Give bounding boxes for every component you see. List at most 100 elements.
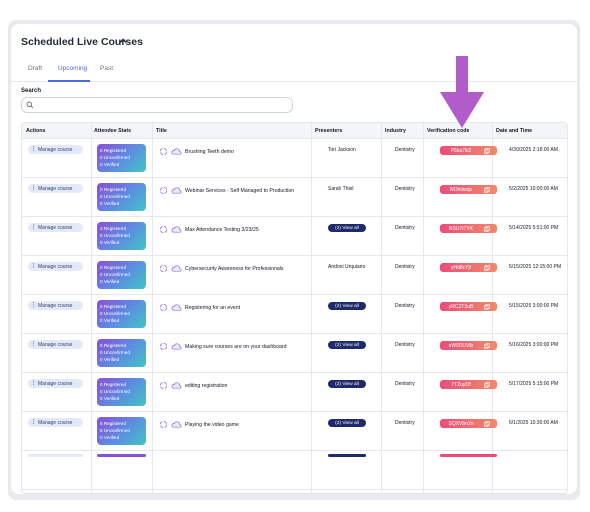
more-vertical-icon: ⋮ [31, 185, 36, 191]
verification-code-badge[interactable]: yRC2T2uB [440, 302, 497, 311]
registered-count: 0 Registered [100, 304, 127, 309]
course-title[interactable]: Making sure courses are on your dashboar… [185, 344, 287, 350]
chevron-up-icon[interactable] [118, 36, 128, 46]
copy-icon[interactable] [484, 265, 490, 271]
sync-icon [159, 186, 168, 195]
copy-icon[interactable] [484, 304, 490, 310]
manage-course-label: Manage course [38, 420, 73, 426]
column-header-actions[interactable]: Actions [26, 128, 46, 134]
manage-course-button[interactable]: ⋮ Manage course [28, 301, 83, 310]
verification-code-badge[interactable]: SQXVbn2n [440, 419, 497, 428]
unconfirmed-count: 0 Unconfirmed [100, 155, 130, 160]
manage-course-button[interactable]: ⋮ Manage course [28, 262, 83, 271]
tab-draft[interactable]: Draft [28, 65, 43, 72]
copy-icon[interactable] [484, 226, 490, 232]
tab-past[interactable]: Past [100, 65, 114, 72]
view-all-presenters-button[interactable]: (2) View all [328, 341, 366, 349]
column-divider [423, 123, 424, 493]
tab-upcoming[interactable]: Upcoming [58, 65, 88, 72]
manage-course-label: Manage course [38, 342, 73, 348]
copy-icon[interactable] [484, 148, 490, 154]
search-input[interactable] [38, 99, 288, 111]
copy-icon[interactable] [484, 187, 490, 193]
column-header-presenters[interactable]: Presenters [315, 128, 343, 134]
attendee-stats-card: 0 Registered 0 Unconfirmed 0 Verified [97, 183, 146, 211]
manage-course-label: Manage course [38, 303, 73, 309]
unconfirmed-count: 0 Unconfirmed [100, 389, 130, 394]
course-title[interactable]: Webinar Services - Self Managed to Produ… [185, 188, 295, 194]
search-field[interactable] [21, 97, 293, 113]
course-title[interactable]: Registering for an event [185, 305, 241, 311]
table-row: ⋮ Manage course 0 Registered 0 Unconfirmed 0… [22, 178, 567, 217]
registered-count: 0 Registered [100, 343, 127, 348]
column-header-title[interactable]: Title [156, 128, 167, 134]
attendee-stats-card: 3 Registered 0 Unconfirmed 0 Verified [97, 222, 146, 250]
manage-course-button[interactable]: ⋮ Manage course [28, 184, 83, 193]
column-header-verification-code[interactable]: Verification code [427, 128, 470, 134]
column-header-date-time[interactable]: Date and Time [496, 128, 533, 134]
verified-count: 0 Verified [100, 240, 120, 245]
course-title[interactable]: Brushing Teeth demo [185, 149, 234, 155]
verification-code-badge[interactable]: yHd8cYjf [440, 263, 497, 272]
attendee-stats-card: 0 Registered 0 Unconfirmed 0 Verified [97, 144, 146, 172]
table-row: ⋮ Manage course 0 Registered 0 Unconfirmed 0… [22, 295, 567, 334]
more-vertical-icon: ⋮ [31, 263, 36, 269]
verified-count: 0 Verified [100, 162, 120, 167]
column-divider [311, 123, 312, 493]
industry-label: Dentistry [395, 225, 415, 231]
sync-icon [159, 264, 168, 273]
date-time: 5/14/2025 5:51:00 PM [509, 225, 559, 231]
column-header-industry[interactable]: Industry [385, 128, 406, 134]
column-divider [152, 123, 153, 493]
manage-course-label: Manage course [38, 186, 73, 192]
attendee-stats-card: 0 Registered 0 Unconfirmed 0 Verified [97, 300, 146, 328]
sync-icon [159, 303, 168, 312]
copy-icon[interactable] [484, 382, 490, 388]
manage-course-label: Manage course [38, 147, 73, 153]
courses-table: Actions Attendee Stats Title Presenters … [21, 122, 568, 494]
verification-code-badge[interactable]: P5ba7ki2 [440, 146, 497, 155]
presenter-name: Tori Jackson [328, 147, 356, 153]
verification-code-badge[interactable]: sW9DUVlb [440, 341, 497, 350]
verification-code-badge[interactable]: NSU7t7YK [440, 224, 497, 233]
presenter-name: Sarah Thiel [328, 186, 354, 192]
industry-label: Dentistry [395, 147, 415, 153]
view-all-presenters-button[interactable]: (2) View all [328, 419, 366, 427]
view-all-presenters-button[interactable]: (2) View all [328, 380, 366, 388]
column-header-attendee-stats[interactable]: Attendee Stats [94, 128, 132, 134]
verified-count: 0 Verified [100, 357, 120, 362]
registered-count: 0 Registered [100, 187, 127, 192]
cloud-icon [171, 187, 182, 194]
course-title[interactable]: editing registration [185, 383, 228, 389]
manage-course-button[interactable]: ⋮ Manage course [28, 379, 83, 388]
verification-code: yRC2T2uB [448, 304, 474, 310]
manage-course-button[interactable]: ⋮ Manage course [28, 418, 83, 427]
manage-course-button[interactable]: ⋮ Manage course [28, 223, 83, 232]
verification-code-badge[interactable]: NOhdwqs [440, 185, 497, 194]
manage-course-button[interactable]: ⋮ Manage course [28, 145, 83, 154]
verification-code: P5ba7ki2 [450, 148, 472, 154]
date-time: 5/17/2025 5:15:00 PM [509, 381, 559, 387]
manage-course-button[interactable]: ⋮ Manage course [28, 340, 83, 349]
verification-code-badge[interactable]: 7TZuyOf [440, 380, 497, 389]
cloud-icon [171, 382, 182, 389]
registered-count: 0 Registered [100, 148, 127, 153]
attendee-stats-card: 0 Registered 0 Unconfirmed 0 Verified [97, 378, 146, 406]
course-title[interactable]: Cybersecurity Awareness for Professional… [185, 266, 284, 272]
sync-icon [159, 381, 168, 390]
table-row: ⋮ Manage course 0 Registered 0 Unconfirmed 0… [22, 334, 567, 373]
sync-icon [159, 225, 168, 234]
copy-icon[interactable] [484, 343, 490, 349]
date-time: 5/15/2025 3:00:00 PM [509, 303, 559, 309]
course-title[interactable]: Max Attendance Testing 3/23/25 [185, 227, 259, 233]
view-all-presenters-button[interactable]: (2) View all [328, 302, 366, 310]
copy-icon[interactable] [484, 421, 490, 427]
verification-code: NOhdwqs [450, 187, 472, 193]
view-all-presenters-button[interactable]: (2) View all [328, 224, 366, 232]
course-title[interactable]: Playing the video game [185, 422, 239, 428]
industry-label: Dentistry [395, 381, 415, 387]
more-vertical-icon: ⋮ [31, 224, 36, 230]
industry-label: Dentistry [395, 420, 415, 426]
table-row: ⋮ Manage course 3 Registered 0 Unconfirmed 0… [22, 217, 567, 256]
verified-count: 0 Verified [100, 435, 120, 440]
